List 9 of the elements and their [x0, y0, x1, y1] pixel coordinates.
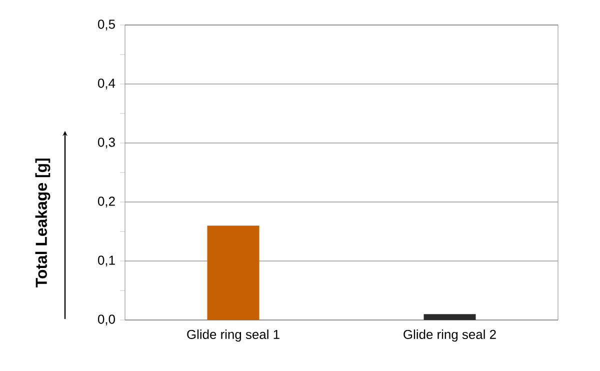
y-axis-title: Total Leakage [g]	[35, 158, 50, 288]
x-tick-label: Glide ring seal 1	[187, 330, 280, 342]
y-tick-label: 0,1	[98, 256, 115, 266]
y-tick-label: 0,4	[98, 78, 116, 90]
y-tick-label: 0,3	[98, 138, 115, 148]
x-tick-label: Glide ring seal 2	[404, 330, 496, 342]
y-tick-label: 0,0	[98, 314, 115, 326]
y-tick-label: 0,5	[98, 20, 115, 30]
y-tick-label: 0,2	[98, 196, 115, 208]
